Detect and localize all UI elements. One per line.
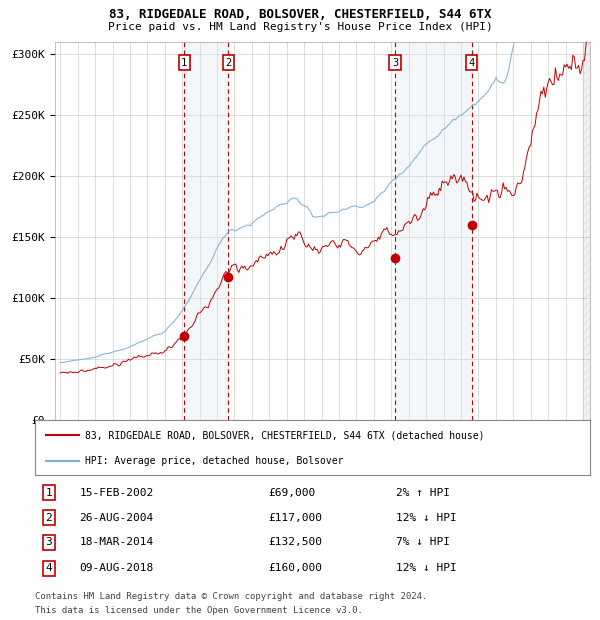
Text: HPI: Average price, detached house, Bolsover: HPI: Average price, detached house, Bols… xyxy=(85,456,343,466)
Text: 09-AUG-2018: 09-AUG-2018 xyxy=(79,564,154,574)
Text: £160,000: £160,000 xyxy=(268,564,322,574)
Text: £132,500: £132,500 xyxy=(268,538,322,547)
Text: 2: 2 xyxy=(225,58,232,68)
Text: 15-FEB-2002: 15-FEB-2002 xyxy=(79,487,154,498)
Bar xyxy=(395,42,472,420)
Bar xyxy=(184,42,229,420)
Text: Price paid vs. HM Land Registry's House Price Index (HPI): Price paid vs. HM Land Registry's House … xyxy=(107,22,493,32)
Text: 12% ↓ HPI: 12% ↓ HPI xyxy=(396,564,457,574)
Text: 2% ↑ HPI: 2% ↑ HPI xyxy=(396,487,450,498)
Text: £117,000: £117,000 xyxy=(268,513,322,523)
Text: 83, RIDGEDALE ROAD, BOLSOVER, CHESTERFIELD, S44 6TX: 83, RIDGEDALE ROAD, BOLSOVER, CHESTERFIE… xyxy=(109,8,491,21)
Bar xyxy=(583,42,590,420)
Text: 12% ↓ HPI: 12% ↓ HPI xyxy=(396,513,457,523)
Text: £69,000: £69,000 xyxy=(268,487,316,498)
Text: This data is licensed under the Open Government Licence v3.0.: This data is licensed under the Open Gov… xyxy=(35,606,363,615)
Text: 83, RIDGEDALE ROAD, BOLSOVER, CHESTERFIELD, S44 6TX (detached house): 83, RIDGEDALE ROAD, BOLSOVER, CHESTERFIE… xyxy=(85,430,484,440)
Text: 3: 3 xyxy=(46,538,52,547)
Text: 1: 1 xyxy=(46,487,52,498)
Text: 1: 1 xyxy=(181,58,187,68)
Text: 4: 4 xyxy=(46,564,52,574)
Text: Contains HM Land Registry data © Crown copyright and database right 2024.: Contains HM Land Registry data © Crown c… xyxy=(35,592,427,601)
Text: 26-AUG-2004: 26-AUG-2004 xyxy=(79,513,154,523)
Text: 4: 4 xyxy=(469,58,475,68)
Text: 7% ↓ HPI: 7% ↓ HPI xyxy=(396,538,450,547)
Text: 2: 2 xyxy=(46,513,52,523)
Text: 3: 3 xyxy=(392,58,398,68)
Text: 18-MAR-2014: 18-MAR-2014 xyxy=(79,538,154,547)
